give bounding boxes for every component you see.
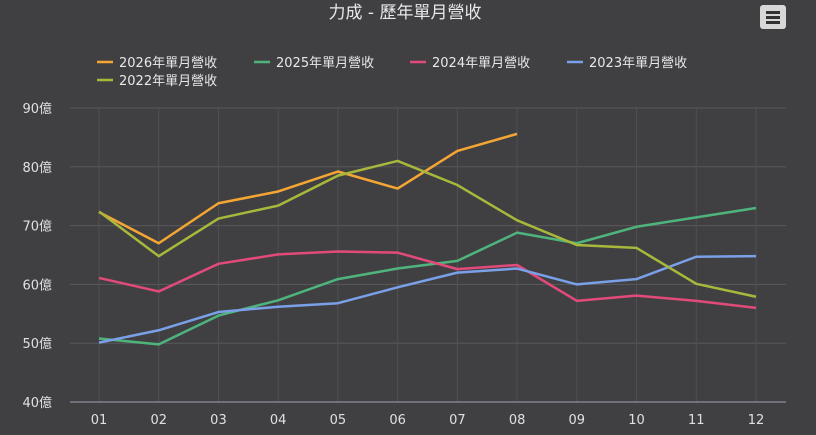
chart-title: 力成 - 歷年單月營收 (329, 3, 482, 23)
x-tick-label: 01 (91, 413, 108, 428)
y-axis: 40億 50億 60億 70億 80億 90億 (22, 101, 52, 411)
x-tick-label: 06 (389, 413, 406, 428)
legend-label: 2024年單月營收 (432, 56, 530, 71)
x-tick-label: 04 (270, 413, 287, 428)
x-tick-label: 10 (628, 413, 645, 428)
series-line-5[interactable] (98, 159, 757, 298)
x-tick-label: 02 (150, 413, 167, 428)
x-tick-label: 07 (449, 413, 466, 428)
legend-item[interactable]: 2023年單月營收 (567, 56, 687, 71)
x-axis: 01 02 03 04 05 06 07 08 09 10 11 12 (70, 401, 786, 428)
y-tick-label: 80億 (22, 160, 52, 176)
legend-label: 2023年單月營收 (589, 56, 687, 71)
legend-label: 2025年單月營收 (276, 56, 374, 71)
x-tick-label: 05 (330, 413, 347, 428)
series-line-3[interactable] (98, 250, 757, 310)
series-line-2[interactable] (98, 206, 757, 346)
legend-item[interactable]: 2026年單月營收 (97, 56, 217, 71)
legend-item[interactable]: 2025年單月營收 (254, 56, 374, 71)
x-tick-label: 09 (569, 413, 586, 428)
legend-label: 2022年單月營收 (119, 74, 217, 89)
hamburger-icon[interactable] (760, 5, 786, 29)
x-tick-label: 08 (509, 413, 526, 428)
y-tick-label: 90億 (22, 101, 52, 117)
y-tick-label: 70億 (22, 219, 52, 235)
series-line-1[interactable] (98, 132, 518, 245)
y-tick-label: 60億 (22, 277, 52, 293)
legend-item[interactable]: 2024年單月營收 (410, 56, 530, 71)
legend-label: 2026年單月營收 (119, 56, 217, 71)
x-tick-label: 03 (210, 413, 227, 428)
series-lines (98, 132, 757, 346)
legend-item[interactable]: 2022年單月營收 (97, 74, 217, 89)
x-tick-label: 11 (688, 413, 705, 428)
grid-lines (70, 107, 786, 403)
x-tick-label: 12 (748, 413, 765, 428)
chart-legend: 2026年單月營收 2025年單月營收 2024年單月營收 2023年單月營收 2022… (97, 56, 687, 89)
series-line-4[interactable] (98, 254, 757, 344)
y-tick-label: 50億 (22, 336, 52, 352)
y-tick-label: 40億 (22, 395, 52, 411)
